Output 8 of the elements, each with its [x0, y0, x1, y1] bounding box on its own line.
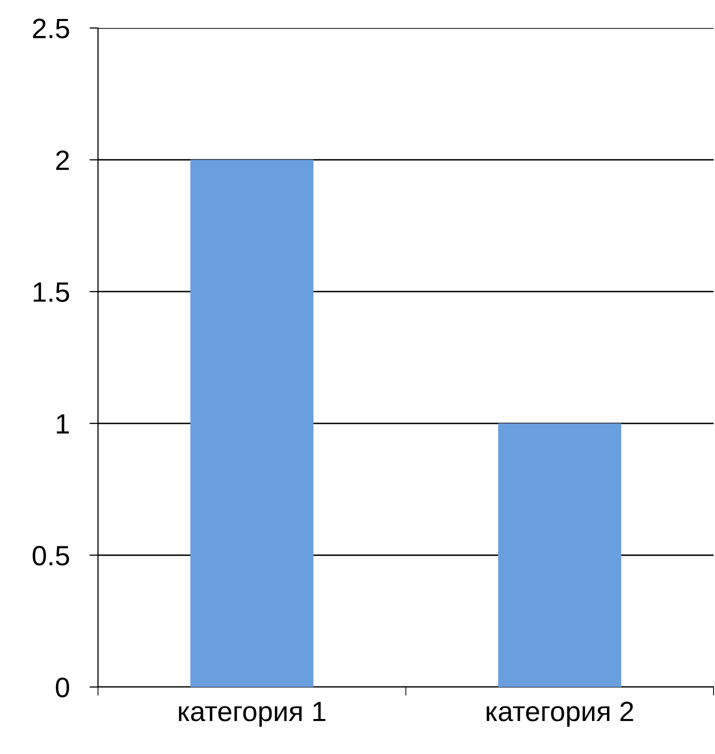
x-tick-label: категория 1 [178, 702, 326, 727]
y-tick-label: 1 [56, 414, 69, 434]
y-tick-label: 2.5 [33, 18, 70, 38]
y-tick-label: 2 [56, 150, 69, 170]
y-tick-label: 0.5 [32, 546, 70, 566]
y-tick-label: 1.5 [34, 282, 70, 302]
y-tick-label: 0 [56, 678, 70, 698]
x-tick-label: категория 2 [486, 702, 634, 727]
